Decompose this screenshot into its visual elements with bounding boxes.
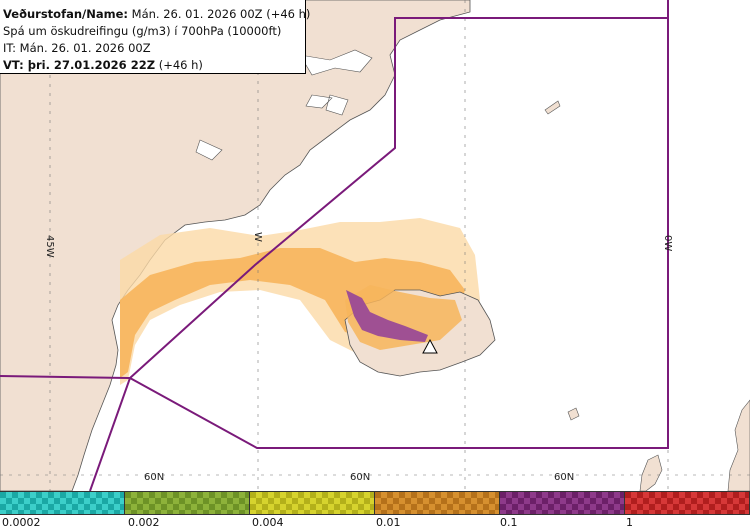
concentration-legend: [0, 491, 750, 515]
legend-swatch-1: [125, 492, 250, 514]
forecast-info-box: Veðurstofan/Name: Mán. 26. 01. 2026 00Z …: [0, 0, 310, 74]
legend-label-1: 0.002: [128, 516, 160, 529]
product-title: Spá um öskudreifingu (g/m3) í 700hPa (10…: [3, 24, 282, 38]
greenland-landmass: [0, 0, 471, 491]
ash-plume-high: [346, 290, 428, 342]
lat-label-60n-a: 60N: [144, 472, 165, 483]
scotland-coast: [639, 454, 663, 491]
legend-swatch-0: [0, 492, 125, 514]
legend-label-0: 0.0002: [2, 516, 41, 529]
legend-label-5: 1: [626, 516, 633, 529]
valid-time: VT: þri. 27.01.2026 22Z: [3, 58, 156, 72]
legend-labels: 0.0002 0.002 0.004 0.01 0.1 1: [0, 515, 750, 532]
legend-label-4: 0.1: [500, 516, 518, 529]
lat-label-60n-b: 60N: [350, 472, 371, 483]
legend-swatch-5: [625, 492, 750, 514]
legend-swatch-3: [375, 492, 500, 514]
issuer-label: Veðurstofan/Name:: [3, 7, 128, 21]
lat-label-60n-c: 60N: [554, 472, 575, 483]
fir-boundary: [0, 0, 669, 491]
issuer-line: Veðurstofan/Name: Mán. 26. 01. 2026 00Z …: [3, 6, 310, 23]
faroe-islands: [567, 407, 580, 421]
legend-label-2: 0.004: [252, 516, 284, 529]
legend-swatch-2: [250, 492, 375, 514]
legend-swatch-4: [500, 492, 625, 514]
legend-label-3: 0.01: [376, 516, 401, 529]
lon-label-45w: 45W: [44, 235, 55, 258]
jan-mayen-island: [544, 100, 561, 115]
valid-offset: (+46 h): [155, 58, 203, 72]
valid-time-line: VT: þri. 27.01.2026 22Z (+46 h): [3, 57, 305, 74]
greenland-fjords: [195, 49, 373, 161]
lon-label-0w: 0W: [662, 235, 673, 252]
ash-plume-mid: [120, 248, 465, 378]
issue-time: Mán. 26. 01. 2026 00Z (+46 h): [128, 7, 311, 21]
initial-time: IT: Mán. 26. 01. 2026 00Z: [3, 41, 151, 55]
ash-dispersion-map: [0, 0, 750, 491]
volcano-marker-icon: [422, 338, 438, 354]
lon-label-30w: W: [252, 232, 263, 242]
norway-coast: [727, 399, 750, 491]
